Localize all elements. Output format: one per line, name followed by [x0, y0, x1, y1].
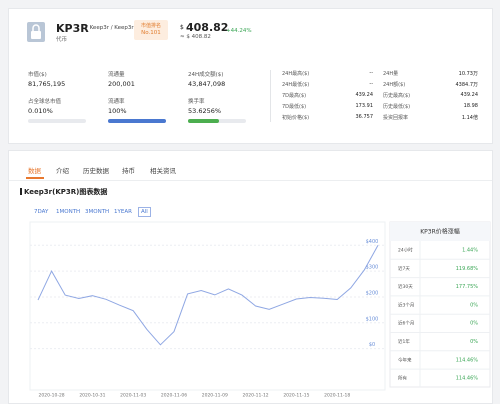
change-label: 24小时 — [398, 247, 413, 254]
extreme-label: 24H量 — [383, 71, 399, 77]
ratio-bar — [188, 119, 220, 123]
extreme-label: 7D最低($) — [282, 104, 307, 110]
tab[interactable]: 持币 — [122, 167, 135, 175]
range-button[interactable]: 7DAY — [34, 209, 49, 215]
summary-card — [8, 8, 493, 144]
y-tick-label: $300 — [366, 265, 379, 271]
change-value: 177.75% — [456, 284, 478, 290]
x-tick-label: 2020-11-15 — [283, 393, 309, 399]
coin-icon — [27, 22, 45, 42]
extreme-label: 历史最低($) — [383, 104, 411, 110]
price-symbol: $ — [180, 24, 184, 31]
ratio-bar — [108, 119, 166, 123]
extreme-value: -- — [369, 81, 373, 87]
x-tick-label: 2020-11-06 — [161, 393, 187, 399]
price-approx: ≈ $ 408.82 — [180, 34, 211, 40]
change-label: 近6个月 — [398, 320, 414, 327]
extreme-label: 24H最低($) — [282, 82, 310, 88]
extreme-label: 24H最高($) — [282, 71, 310, 77]
change-label: 今年来 — [398, 356, 412, 363]
coin-kind: 代币 — [56, 37, 68, 43]
x-tick-label: 2020-10-28 — [39, 393, 65, 399]
x-tick-label: 2020-11-12 — [243, 393, 269, 399]
change-value: 0% — [470, 302, 478, 308]
y-tick-label: $100 — [366, 316, 379, 322]
ratio-value: 100% — [108, 107, 127, 115]
y-tick-label: $200 — [366, 290, 379, 296]
change-label: 近1年 — [398, 338, 410, 345]
y-tick-label: $0 — [369, 342, 375, 348]
change-value: 1.44% — [462, 248, 478, 254]
tab[interactable]: 相关资讯 — [150, 167, 176, 175]
y-tick-label: $400 — [366, 239, 379, 245]
extreme-label: 7D最高($) — [282, 93, 307, 99]
ratio-value: 53.6256% — [188, 107, 222, 115]
change-value: 119.68% — [456, 266, 478, 272]
chart-title: Keep3r(KP3R)图表数据 — [24, 188, 108, 196]
title-marker — [20, 188, 22, 195]
extreme-value: -- — [369, 70, 373, 76]
tab[interactable]: 介绍 — [56, 167, 69, 175]
extreme-label: 初始价格($) — [282, 115, 310, 121]
divider — [270, 70, 271, 122]
tab-underline — [26, 177, 44, 179]
ratio-track — [28, 119, 86, 123]
extreme-value: 173.91 — [355, 103, 374, 109]
extreme-value: 4384.7万 — [455, 82, 479, 88]
tab[interactable]: 历史数据 — [83, 167, 109, 175]
change-value: 114.46% — [456, 357, 478, 363]
change-label: 近3个月 — [398, 301, 414, 308]
extreme-value: 1.14倍 — [461, 115, 478, 121]
ratio-label: 换手率 — [188, 99, 205, 105]
range-button[interactable]: 3MONTH — [85, 209, 110, 215]
ratio-label: 流通率 — [108, 99, 125, 105]
coin-name: / Keep3r / Keep3r — [86, 25, 134, 31]
x-tick-label: 2020-10-31 — [79, 393, 105, 399]
change-header — [390, 222, 490, 241]
range-button[interactable]: All — [138, 207, 151, 217]
change-title: KP3R价格涨幅 — [420, 228, 460, 236]
stat-value: 200,001 — [108, 80, 135, 88]
change-label: 所有 — [398, 375, 407, 382]
tab[interactable]: 数据 — [28, 167, 41, 175]
rank: No.101 — [141, 30, 161, 36]
extreme-label: 24H额($) — [383, 82, 406, 88]
symbol: KP3R — [56, 22, 89, 35]
change-panel — [389, 221, 491, 388]
extreme-value: 18.98 — [463, 103, 478, 109]
stat-label: 24H成交额($) — [188, 72, 224, 78]
rank-label: 市值排名 — [140, 23, 161, 29]
extreme-label: 历史最高($) — [383, 93, 411, 99]
stat-value: 43,847,098 — [188, 80, 226, 88]
price-line — [37, 245, 379, 346]
stat-label: 流通量 — [108, 72, 125, 78]
extreme-value: 36.757 — [355, 114, 374, 120]
ratio-value: 0.010% — [28, 107, 53, 115]
x-tick-label: 2020-11-09 — [202, 393, 228, 399]
change-label: 近30天 — [398, 283, 413, 290]
extreme-value: 439.24 — [460, 92, 479, 98]
change-value: 0% — [470, 321, 478, 327]
x-tick-label: 2020-11-03 — [120, 393, 146, 399]
change-value: 114.46% — [456, 376, 478, 382]
price-change: +44.24% — [226, 28, 252, 34]
change-value: 0% — [470, 339, 478, 345]
range-button[interactable]: 1YEAR — [114, 209, 132, 215]
range-button[interactable]: 1MONTH — [56, 209, 81, 215]
tab-divider — [8, 180, 492, 181]
stat-value: 81,765,195 — [28, 80, 66, 88]
change-label: 近7天 — [398, 265, 410, 272]
plot-area — [29, 221, 386, 391]
rank-badge — [134, 20, 168, 40]
x-tick-label: 2020-11-18 — [324, 393, 350, 399]
extreme-value: 439.24 — [355, 92, 374, 98]
extreme-label: 投资回报率 — [383, 115, 409, 121]
price: 408.82 — [186, 21, 229, 34]
ratio-label: 占全球总市值 — [28, 99, 62, 105]
extreme-value: 10.73万 — [458, 71, 478, 77]
stat-label: 市值($) — [28, 72, 47, 78]
